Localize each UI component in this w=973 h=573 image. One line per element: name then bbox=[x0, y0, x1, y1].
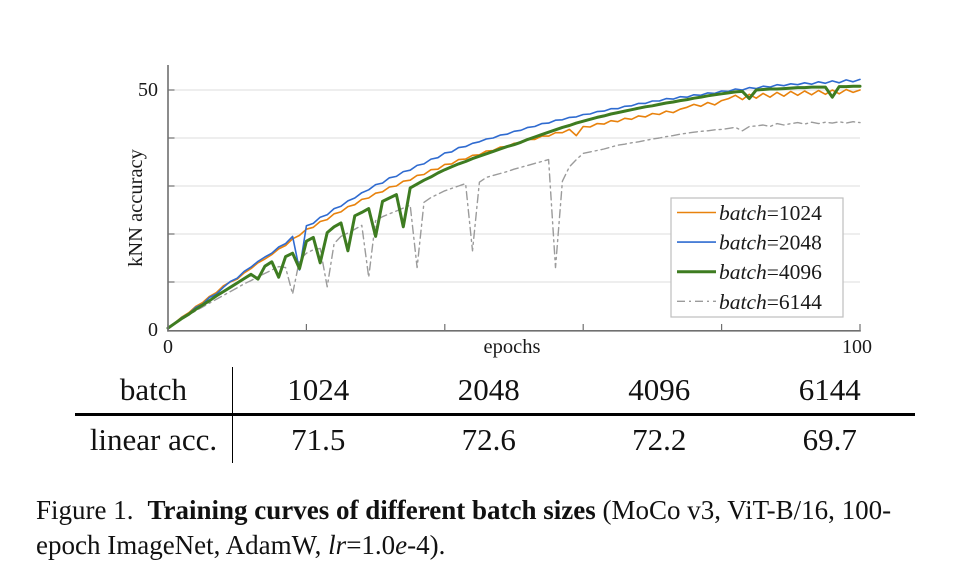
table-cell-batch-6144: 6144 bbox=[798, 372, 861, 407]
x-tick-label-100: 100 bbox=[842, 336, 872, 358]
training-curves-chart: batch=1024 batch=2048 batch=4096 batch=6144… bbox=[125, 65, 872, 358]
caption-e-symbol: e bbox=[395, 529, 408, 560]
table-cell-batch-4096: 4096 bbox=[628, 372, 691, 407]
series-line-batch-4096 bbox=[166, 84, 862, 330]
table-cell-batch-1024: 1024 bbox=[287, 372, 350, 407]
series-layer bbox=[166, 78, 862, 330]
legend-label-batch-6144: batch=6144 bbox=[719, 290, 822, 314]
legend-label-batch-1024: batch=1024 bbox=[719, 201, 822, 225]
linear-accuracy-table: batch 1024 2048 4096 6144 linear acc. 71… bbox=[75, 367, 915, 463]
figure-caption: Figure 1. Training curves of different ba… bbox=[36, 493, 948, 562]
x-tick-label-0: 0 bbox=[163, 336, 173, 358]
legend: batch=1024 batch=2048 batch=4096 batch=6144 bbox=[670, 197, 844, 318]
caption-lr-eq: =1.0 bbox=[346, 529, 396, 560]
table-cell-acc-6144: 69.7 bbox=[802, 421, 857, 457]
y-tick-label-0: 0 bbox=[148, 319, 158, 341]
x-axis-title: epochs bbox=[484, 336, 541, 358]
table-header-batch: batch bbox=[75, 367, 233, 413]
legend-box bbox=[670, 197, 844, 318]
table-cell-acc-1024: 71.5 bbox=[291, 421, 346, 457]
table-header-linear-acc: linear acc. bbox=[75, 416, 233, 463]
legend-label-batch-2048: batch=2048 bbox=[719, 231, 822, 255]
y-axis-title: kNN accuracy bbox=[125, 148, 147, 267]
table-cell-batch-2048: 2048 bbox=[457, 372, 520, 407]
table-row-linear-acc: linear acc. 71.5 72.6 72.2 69.7 bbox=[75, 416, 915, 463]
series-line-batch-2048 bbox=[167, 78, 861, 330]
caption-figure-number: Figure 1. bbox=[36, 495, 134, 525]
y-tick-label-50: 50 bbox=[138, 79, 158, 101]
table-cell-acc-4096: 72.2 bbox=[632, 421, 687, 457]
caption-settings: (MoCo v3, ViT-B/16, 100-epoch ImageNet, … bbox=[36, 495, 892, 560]
table-cell-acc-2048: 72.6 bbox=[461, 421, 516, 457]
table-row-batch: batch 1024 2048 4096 6144 bbox=[75, 367, 915, 416]
caption-lr-symbol: lr bbox=[328, 529, 347, 560]
caption-title-bold: Training curves of different batch sizes bbox=[147, 495, 596, 525]
caption-tail: -4). bbox=[407, 529, 446, 560]
legend-label-batch-4096: batch=4096 bbox=[719, 260, 822, 284]
axes-layer bbox=[167, 65, 861, 332]
